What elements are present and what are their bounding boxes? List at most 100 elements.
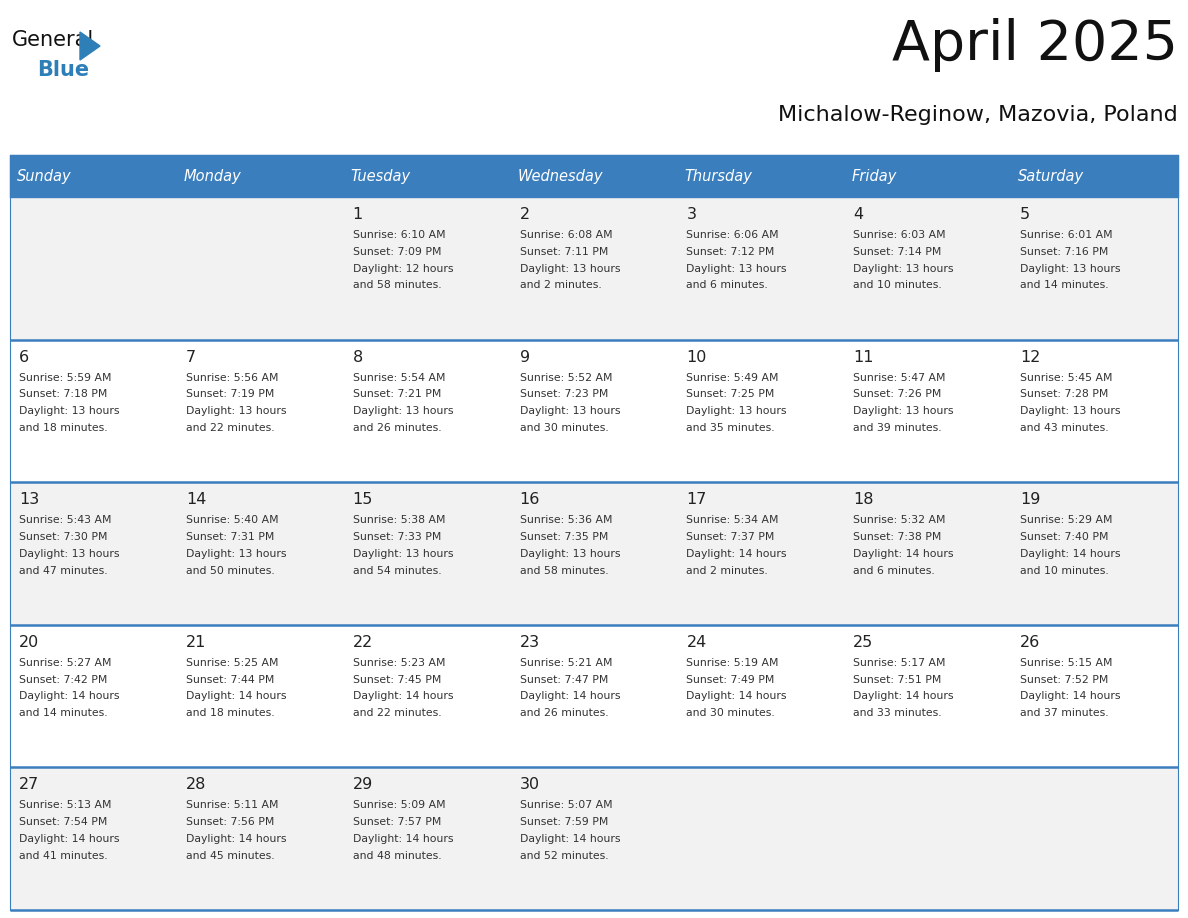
Text: Sunset: 7:30 PM: Sunset: 7:30 PM — [19, 532, 107, 542]
Text: Sunrise: 5:27 AM: Sunrise: 5:27 AM — [19, 658, 112, 667]
Text: Sunrise: 5:34 AM: Sunrise: 5:34 AM — [687, 515, 779, 525]
Text: 3: 3 — [687, 207, 696, 222]
Text: Sunset: 7:19 PM: Sunset: 7:19 PM — [185, 389, 274, 399]
Bar — [10, 155, 177, 197]
Text: Monday: Monday — [184, 169, 241, 184]
Text: Sunset: 7:47 PM: Sunset: 7:47 PM — [519, 675, 608, 685]
Text: Daylight: 13 hours: Daylight: 13 hours — [519, 549, 620, 559]
Text: Sunset: 7:49 PM: Sunset: 7:49 PM — [687, 675, 775, 685]
Text: Sunset: 7:35 PM: Sunset: 7:35 PM — [519, 532, 608, 542]
Text: 14: 14 — [185, 492, 207, 508]
Text: Thursday: Thursday — [684, 169, 752, 184]
Text: Blue: Blue — [37, 60, 89, 80]
Text: and 54 minutes.: and 54 minutes. — [353, 565, 441, 576]
Text: 20: 20 — [19, 635, 39, 650]
Text: Sunday: Sunday — [17, 169, 71, 184]
Text: Daylight: 13 hours: Daylight: 13 hours — [185, 549, 286, 559]
Text: Sunrise: 5:38 AM: Sunrise: 5:38 AM — [353, 515, 446, 525]
Text: Sunset: 7:57 PM: Sunset: 7:57 PM — [353, 817, 441, 827]
Bar — [845, 155, 1011, 197]
Text: and 48 minutes.: and 48 minutes. — [353, 851, 441, 861]
Text: Sunrise: 5:15 AM: Sunrise: 5:15 AM — [1020, 658, 1113, 667]
Text: 17: 17 — [687, 492, 707, 508]
Text: 28: 28 — [185, 778, 207, 792]
Text: and 47 minutes.: and 47 minutes. — [19, 565, 108, 576]
Text: 7: 7 — [185, 350, 196, 364]
Text: Sunrise: 5:09 AM: Sunrise: 5:09 AM — [353, 800, 446, 811]
Text: Daylight: 13 hours: Daylight: 13 hours — [353, 549, 453, 559]
Text: 9: 9 — [519, 350, 530, 364]
Text: Daylight: 14 hours: Daylight: 14 hours — [185, 834, 286, 844]
Bar — [511, 155, 677, 197]
Text: and 41 minutes.: and 41 minutes. — [19, 851, 108, 861]
Text: and 30 minutes.: and 30 minutes. — [519, 423, 608, 433]
Text: Sunrise: 5:23 AM: Sunrise: 5:23 AM — [353, 658, 446, 667]
Text: and 37 minutes.: and 37 minutes. — [1020, 708, 1108, 718]
Text: Sunrise: 5:36 AM: Sunrise: 5:36 AM — [519, 515, 612, 525]
Text: Daylight: 13 hours: Daylight: 13 hours — [853, 263, 954, 274]
Text: 24: 24 — [687, 635, 707, 650]
Text: and 18 minutes.: and 18 minutes. — [185, 708, 274, 718]
Text: and 26 minutes.: and 26 minutes. — [353, 423, 441, 433]
Text: Sunrise: 5:11 AM: Sunrise: 5:11 AM — [185, 800, 278, 811]
Text: and 10 minutes.: and 10 minutes. — [853, 280, 942, 290]
Text: Sunrise: 5:07 AM: Sunrise: 5:07 AM — [519, 800, 612, 811]
Text: Sunrise: 5:32 AM: Sunrise: 5:32 AM — [853, 515, 946, 525]
Text: Daylight: 13 hours: Daylight: 13 hours — [519, 263, 620, 274]
Text: 18: 18 — [853, 492, 874, 508]
Text: Sunset: 7:23 PM: Sunset: 7:23 PM — [519, 389, 608, 399]
Text: Sunrise: 5:49 AM: Sunrise: 5:49 AM — [687, 373, 779, 383]
Text: Sunset: 7:51 PM: Sunset: 7:51 PM — [853, 675, 942, 685]
Text: 25: 25 — [853, 635, 873, 650]
Text: 13: 13 — [19, 492, 39, 508]
Text: and 39 minutes.: and 39 minutes. — [853, 423, 942, 433]
Text: Sunrise: 5:52 AM: Sunrise: 5:52 AM — [519, 373, 612, 383]
Text: Sunrise: 5:13 AM: Sunrise: 5:13 AM — [19, 800, 112, 811]
Text: and 2 minutes.: and 2 minutes. — [687, 565, 769, 576]
Text: Sunset: 7:28 PM: Sunset: 7:28 PM — [1020, 389, 1108, 399]
Text: 26: 26 — [1020, 635, 1041, 650]
Text: and 50 minutes.: and 50 minutes. — [185, 565, 274, 576]
Text: Sunset: 7:14 PM: Sunset: 7:14 PM — [853, 247, 942, 257]
Bar — [177, 155, 343, 197]
Bar — [343, 155, 511, 197]
Text: and 18 minutes.: and 18 minutes. — [19, 423, 108, 433]
Text: Daylight: 13 hours: Daylight: 13 hours — [1020, 406, 1120, 416]
Text: Sunset: 7:40 PM: Sunset: 7:40 PM — [1020, 532, 1108, 542]
Text: Daylight: 14 hours: Daylight: 14 hours — [853, 549, 954, 559]
Text: Sunset: 7:38 PM: Sunset: 7:38 PM — [853, 532, 942, 542]
Text: Daylight: 13 hours: Daylight: 13 hours — [853, 406, 954, 416]
Text: April 2025: April 2025 — [892, 18, 1178, 72]
Text: Daylight: 14 hours: Daylight: 14 hours — [353, 691, 453, 701]
Text: and 2 minutes.: and 2 minutes. — [519, 280, 601, 290]
Text: and 58 minutes.: and 58 minutes. — [519, 565, 608, 576]
Text: Sunrise: 5:40 AM: Sunrise: 5:40 AM — [185, 515, 278, 525]
Text: 21: 21 — [185, 635, 207, 650]
Text: and 58 minutes.: and 58 minutes. — [353, 280, 441, 290]
Text: Sunrise: 5:47 AM: Sunrise: 5:47 AM — [853, 373, 946, 383]
Text: Sunrise: 5:19 AM: Sunrise: 5:19 AM — [687, 658, 779, 667]
Text: Daylight: 14 hours: Daylight: 14 hours — [853, 691, 954, 701]
Text: Daylight: 12 hours: Daylight: 12 hours — [353, 263, 453, 274]
Text: 22: 22 — [353, 635, 373, 650]
Text: and 10 minutes.: and 10 minutes. — [1020, 565, 1108, 576]
Text: and 33 minutes.: and 33 minutes. — [853, 708, 942, 718]
Bar — [10, 625, 1178, 767]
Bar — [10, 340, 1178, 482]
Text: Daylight: 14 hours: Daylight: 14 hours — [1020, 691, 1120, 701]
Text: Sunset: 7:16 PM: Sunset: 7:16 PM — [1020, 247, 1108, 257]
Polygon shape — [80, 32, 100, 60]
Text: Sunset: 7:52 PM: Sunset: 7:52 PM — [1020, 675, 1108, 685]
Text: Saturday: Saturday — [1018, 169, 1085, 184]
Text: Sunset: 7:12 PM: Sunset: 7:12 PM — [687, 247, 775, 257]
Text: Sunrise: 5:45 AM: Sunrise: 5:45 AM — [1020, 373, 1113, 383]
Text: Daylight: 13 hours: Daylight: 13 hours — [687, 263, 786, 274]
Text: Sunset: 7:26 PM: Sunset: 7:26 PM — [853, 389, 942, 399]
Text: Sunset: 7:37 PM: Sunset: 7:37 PM — [687, 532, 775, 542]
Bar — [10, 197, 1178, 340]
Text: Sunset: 7:25 PM: Sunset: 7:25 PM — [687, 389, 775, 399]
Text: 12: 12 — [1020, 350, 1041, 364]
Bar — [1011, 155, 1178, 197]
Text: Sunrise: 6:10 AM: Sunrise: 6:10 AM — [353, 230, 446, 240]
Text: Sunset: 7:42 PM: Sunset: 7:42 PM — [19, 675, 107, 685]
